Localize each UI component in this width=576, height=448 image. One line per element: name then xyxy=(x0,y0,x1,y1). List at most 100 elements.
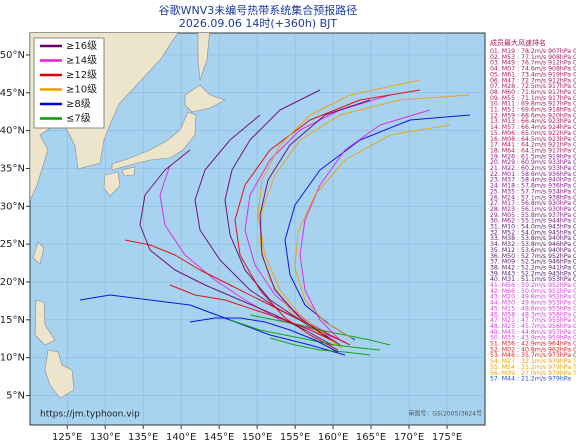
ranking-entry: 18. M64 : 64.1m/s 917hPa C5 xyxy=(490,147,576,154)
ranking-entry: 25. M35 : 57.7m/s 934hPa C4 xyxy=(490,188,576,195)
x-tick-label: 145°E xyxy=(204,432,234,443)
subtitle: 2026.09.06 14时(+360h) BJT xyxy=(179,17,338,30)
x-tick-label: 130°E xyxy=(90,432,120,443)
ranking-entry: 13. M13 : 66.4m/s 923hPa C5 xyxy=(490,118,576,125)
legend-label: ≥10级 xyxy=(66,84,97,96)
track xyxy=(259,99,371,339)
ranking-entry: 56. M39 : 27.0m/s 979hPa TS xyxy=(490,370,576,377)
legend-label: ≥12级 xyxy=(66,69,97,81)
ranking-entry: 47. M21 : 47.7m/s 955hPa C2 xyxy=(490,317,576,324)
ranking-entry: 43. M20 : 49.8m/s 952hPa C2 xyxy=(490,294,576,301)
ranking-entry: 07. M28 : 72.5m/s 917hPa C5 xyxy=(490,83,576,90)
ranking-entry: 26. M24 : 57.1m/s 938hPa C4 xyxy=(490,194,576,201)
legend-label: ≥14级 xyxy=(66,55,97,67)
sakhalin xyxy=(197,33,210,81)
ranking-entry: 41. M56 : 50.2m/s 952hPa C2 xyxy=(490,282,576,289)
ranking-entry: 51. M36 : 42.9m/s 964hPa C1 xyxy=(490,341,576,348)
legend-items: ≥16级 ≥14级 ≥12级 ≥10级 ≥8级 ≤7级 xyxy=(40,40,97,125)
y-tick-label: 30°N xyxy=(0,201,25,212)
ranking-entry: 19. M26 : 61.5m/s 919hPa C4 xyxy=(490,153,576,160)
ranking-entry: 21. M22 : 60.2m/s 933hPa C4 xyxy=(490,165,576,172)
track xyxy=(269,337,371,356)
luzon xyxy=(34,299,56,346)
ranking-entry: 15. M06 : 65.0m/s 922hPa C5 xyxy=(490,130,576,137)
ranking-entry: 39. M43 : 52.2m/s 945hPa C3 xyxy=(490,270,576,277)
ranking-entry: 40. M31 : 51.1m/s 953hPa C3 xyxy=(490,276,576,283)
ranking-entry: 54. M27 : 32.1m/s 979hPa TS xyxy=(490,358,576,365)
axes: 125°E 130°E 135°E 140°E 145°E 150°E 155°E 160°E… xyxy=(0,50,462,443)
ranking-entry: 33. M38 : 53.8m/s 940hPa C3 xyxy=(490,235,576,242)
ranking-entry: 34. M32 : 53.8m/s 946hPa C3 xyxy=(490,241,576,248)
ranking-entry: 36. M50 : 52.7m/s 952hPa C3 xyxy=(490,253,576,260)
x-tick-label: 135°E xyxy=(128,432,158,443)
ranking-entry: 45. M15 : 48.8m/s 955hPa C2 xyxy=(490,305,576,312)
map-approval: 审图号：GS(2005)3624号 xyxy=(408,410,482,418)
ranking-entry: 08. M60 : 71.6m/s 917hPa C5 xyxy=(490,89,576,96)
x-tick-label: 155°E xyxy=(280,432,310,443)
ranking-entry: 35. M12 : 53.6m/s 940hPa C3 xyxy=(490,247,576,254)
ranking-entry: 57. M44 : 21.2m/s 979hPa xyxy=(490,376,571,383)
legend-label: ≥16级 xyxy=(66,40,97,52)
track xyxy=(249,314,391,346)
legend-label: ≥8级 xyxy=(66,98,91,110)
ranking-entry: 03. M49 : 76.7m/s 912hPa C5 xyxy=(490,60,576,67)
ranking-entry: 48. M25 : 45.7m/s 956hPa C2 xyxy=(490,323,576,330)
track xyxy=(189,317,339,353)
source-url: https://jm.typhoon.vip xyxy=(40,410,140,420)
ranking-entry: 17. M41 : 64.2m/s 921hPa C5 xyxy=(490,142,576,149)
ranking-entry: 16. M08 : 64.5m/s 923hPa C5 xyxy=(490,136,576,143)
hokkaido xyxy=(184,84,226,113)
graticule xyxy=(30,33,485,425)
ranking-entry: 02. M53 : 77.1m/s 908hPa C5 xyxy=(490,54,576,61)
track xyxy=(79,294,346,356)
track xyxy=(224,89,331,341)
track xyxy=(159,164,346,343)
ranking-entry: 27. M17 : 56.8m/s 930hPa C4 xyxy=(490,200,576,207)
track xyxy=(257,79,421,336)
ranking-entry: 06. M47 : 72.7m/s 912hPa C5 xyxy=(490,77,576,84)
title: 谷歌WNV3未编号热带系统集合预报路径 xyxy=(159,3,358,17)
track xyxy=(169,284,337,343)
ranking-entry: 24. M18 : 57.8m/s 936hPa C4 xyxy=(490,183,576,190)
x-tick-label: 160°E xyxy=(318,432,348,443)
ranking-entry: 04. M07 : 74.6m/s 908hPa C5 xyxy=(490,66,576,73)
ranking-entry: 12. M59 : 68.6m/s 920hPa C5 xyxy=(490,112,576,119)
x-tick-label: 165°E xyxy=(356,432,386,443)
ranking-entry: 44. M30 : 49.6m/s 953hPa C2 xyxy=(490,300,576,307)
legend-label: ≤7级 xyxy=(66,113,91,125)
y-tick-label: 25°N xyxy=(0,239,25,250)
ranking-entry: 23. M37 : 58.4m/s 940hPa C4 xyxy=(490,177,576,184)
x-tick-label: 140°E xyxy=(166,432,196,443)
y-tick-label: 20°N xyxy=(0,277,25,288)
taiwan xyxy=(32,241,45,265)
track xyxy=(229,319,381,351)
ranking-entry: 50. M33 : 43.9m/s 959hPa C2 xyxy=(490,335,576,342)
x-tick-label: 125°E xyxy=(52,432,82,443)
ranking-entry: 29. M05 : 55.8m/s 937hPa C4 xyxy=(490,212,576,219)
ranking-entry: 22. M01 : 58.6m/s 936hPa C4 xyxy=(490,171,576,178)
ranking-entry: 52. M02 : 40.8m/s 962hPa C1 xyxy=(490,346,576,353)
ranking-entry: 38. M42 : 52.2m/s 941hPa C3 xyxy=(490,264,576,271)
ranking-entry: 11. M51 : 69.6m/s 918hPa C5 xyxy=(490,107,576,114)
ranking-entry: 01. M19 : 78.2m/s 907hPa C5 xyxy=(490,48,576,55)
x-tick-label: 150°E xyxy=(242,432,272,443)
y-tick-label: 45°N xyxy=(0,88,25,99)
ranking-entry: 46. M58 : 48.3m/s 956hPa C2 xyxy=(490,311,576,318)
ranking-entry: 20. M29 : 60.9m/s 933hPa C4 xyxy=(490,159,576,166)
ranking-entry: 32. M52 : 54.0m/s 945hPa C3 xyxy=(490,229,576,236)
y-tick-label: 5°N xyxy=(6,390,25,401)
y-tick-label: 40°N xyxy=(0,126,25,137)
track xyxy=(294,124,451,339)
ranking-entry: 31. M10 : 54.0m/s 943hPa C3 xyxy=(490,224,576,231)
track xyxy=(299,109,431,341)
y-tick-label: 35°N xyxy=(0,163,25,174)
ranking-entry: 37. M09 : 52.5m/s 946hPa C3 xyxy=(490,259,576,266)
ranking-entry: 09. M55 : 71.1m/s 917hPa C5 xyxy=(490,95,576,102)
ranking-entry: 55. M54 : 31.2m/s 979hPa TS xyxy=(490,364,576,371)
ranking-entry: 30. M62 : 55.1m/s 944hPa C4 xyxy=(490,218,576,225)
shikoku xyxy=(121,166,136,177)
y-tick-label: 50°N xyxy=(0,50,25,61)
ranking-entry: 14. M57 : 66.4m/s 924hPa C5 xyxy=(490,124,576,131)
